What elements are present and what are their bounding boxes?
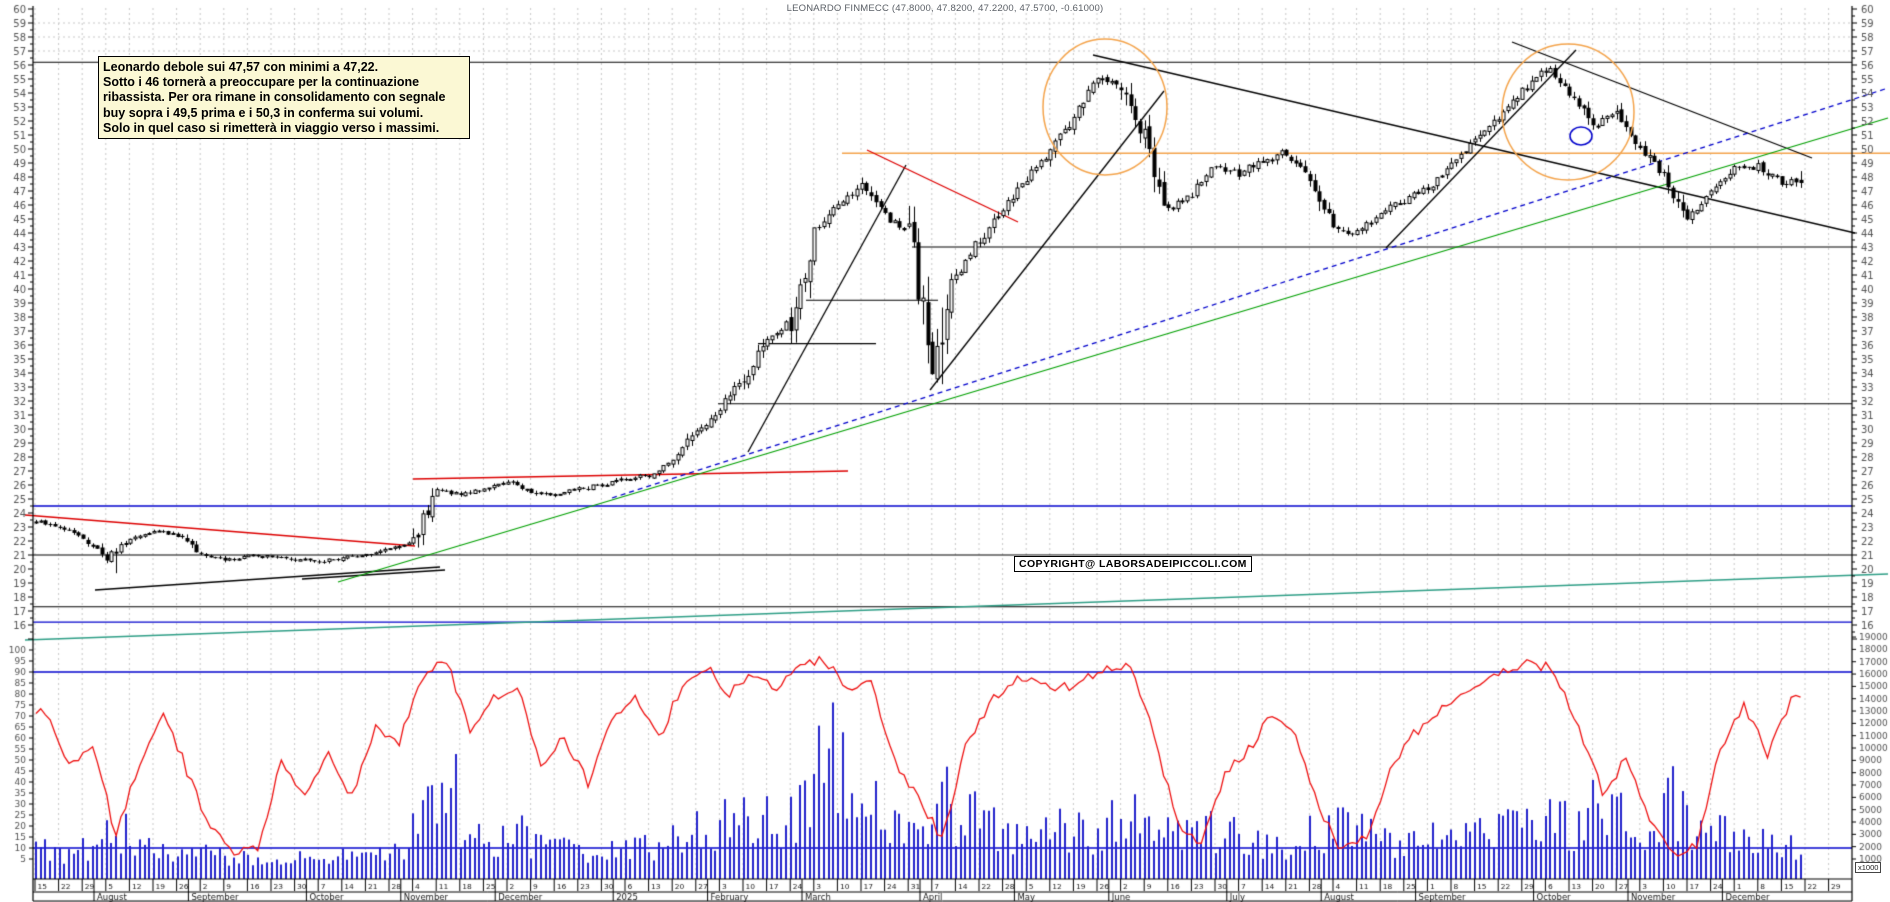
analysis-note-line: Leonardo debole sui 47,57 con minimi a 4… bbox=[103, 60, 379, 74]
analysis-note: Leonardo debole sui 47,57 con minimi a 4… bbox=[98, 56, 470, 140]
volume-unit-label: x1000 bbox=[1855, 862, 1882, 873]
analysis-note-line: Solo in quel caso si rimetterà in viaggi… bbox=[103, 120, 440, 135]
analysis-note-line: Sotto i 46 tornerà a preoccupare per la … bbox=[103, 75, 420, 90]
copyright-watermark: COPYRIGHT@ LABORSADEIPICCOLI.COM bbox=[1014, 556, 1252, 572]
analysis-note-line: ribassista. Per ora rimane in consolidam… bbox=[103, 90, 446, 105]
chart-title: LEONARDO FINMECC (47.8000, 47.8200, 47.2… bbox=[786, 3, 1104, 14]
analysis-note-line: buy sopra i 49,5 prima e i 50,3 in confe… bbox=[103, 105, 424, 120]
